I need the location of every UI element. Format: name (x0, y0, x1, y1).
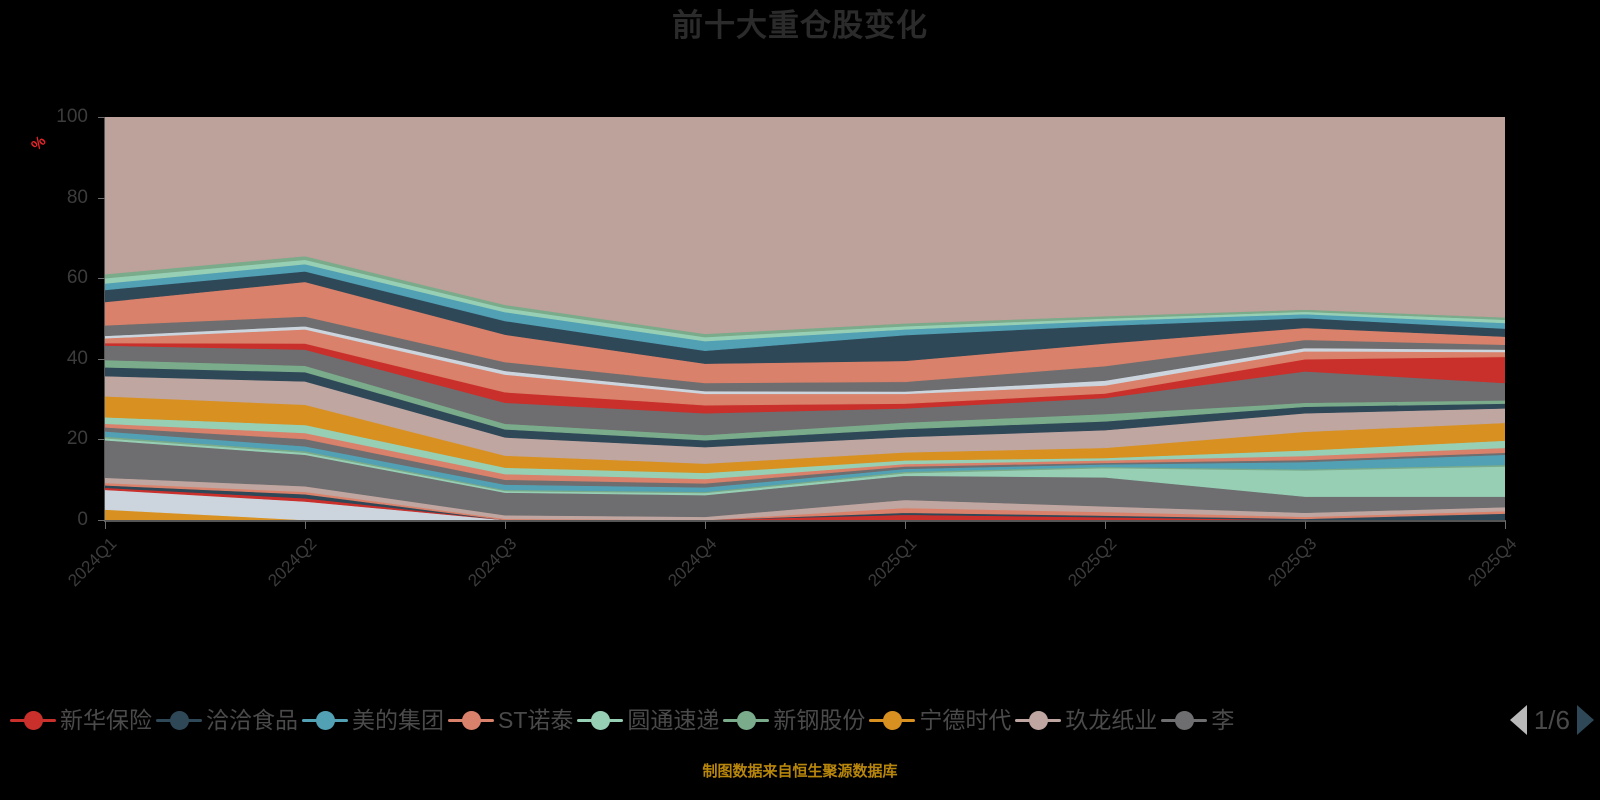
legend-page-indicator: 1/6 (1533, 705, 1570, 735)
area-series (105, 487, 1505, 520)
y-tick-label: 60 (66, 267, 88, 289)
area-series-group (105, 117, 1505, 520)
legend-marker-icon (156, 707, 202, 733)
y-tick-label: 100 (56, 106, 88, 127)
y-tick-mark (98, 197, 105, 199)
y-tick-mark (98, 520, 105, 521)
legend-marker-icon (302, 707, 348, 733)
legend-marker-dot (737, 711, 757, 730)
legend-item[interactable]: ST诺泰 (448, 707, 573, 733)
x-tick-label: 2025Q1 (864, 534, 921, 591)
x-tick-label: 2024Q1 (64, 534, 121, 591)
legend-item-label: 洽洽食品 (206, 707, 298, 733)
x-tick-mark (105, 521, 106, 529)
legend-item[interactable]: 新华保险 (10, 707, 152, 733)
legend-marker-dot (316, 711, 335, 730)
data-source-note: 制图数据来自恒生聚源数据库 (702, 763, 898, 780)
legend-marker-icon (869, 707, 916, 733)
x-tick-mark (1105, 521, 1106, 529)
x-axis-line (104, 520, 1506, 522)
area-series (105, 509, 1505, 520)
x-tick-label: 2025Q4 (1464, 534, 1521, 591)
legend-item-label: 李 (1211, 707, 1235, 733)
legend-marker-icon (448, 707, 494, 733)
legend-marker-dot (170, 711, 189, 730)
legend-marker-icon (577, 707, 624, 733)
chart-legend[interactable]: 新华保险 洽洽食品 美的集团 ST诺泰 圆通速递 新钢股份 宁德时代 玖龙纸业 李 (0, 695, 1600, 745)
area-series (105, 117, 1505, 335)
legend-item-label: 新华保险 (60, 707, 152, 733)
x-tick-label: 2025Q2 (1064, 534, 1121, 591)
x-tick-label: 2024Q4 (664, 534, 721, 591)
legend-item[interactable]: 圆通速递 (577, 707, 719, 733)
y-tick-mark (98, 278, 105, 280)
legend-marker-icon (10, 707, 56, 733)
legend-item[interactable]: 李 (1161, 707, 1234, 733)
y-tick-mark (98, 117, 105, 118)
legend-item[interactable]: 新钢股份 (723, 707, 865, 733)
y-tick-label: 40 (66, 347, 88, 369)
legend-item-label: 圆通速递 (627, 707, 720, 733)
legend-item[interactable]: 洽洽食品 (156, 707, 298, 733)
legend-item-label: 美的集团 (352, 707, 444, 733)
y-tick-mark (98, 358, 105, 360)
legend-marker-icon (1161, 707, 1208, 733)
legend-item[interactable]: 美的集团 (302, 707, 444, 733)
legend-pager[interactable]: 1/6 (1509, 700, 1594, 740)
legend-item-label: 宁德时代 (919, 707, 1012, 733)
legend-marker-dot (1029, 711, 1049, 730)
legend-item-label: ST诺泰 (498, 707, 574, 733)
legend-item-label: 玖龙纸业 (1065, 707, 1158, 733)
legend-item[interactable]: 宁德时代 (869, 707, 1011, 733)
y-tick-label: 20 (66, 428, 88, 450)
legend-marker-icon (723, 707, 770, 733)
legend-marker-dot (1175, 711, 1195, 730)
legend-marker-dot (462, 711, 481, 730)
legend-marker-dot (591, 711, 611, 730)
legend-item[interactable]: 玖龙纸业 (1015, 707, 1157, 733)
x-tick-mark (1505, 521, 1506, 529)
legend-marker-dot (24, 711, 43, 730)
legend-marker-dot (883, 711, 903, 730)
x-tick-mark (705, 521, 706, 529)
x-tick-mark (1305, 521, 1306, 529)
page-title: 前十大重仓股变化 (672, 8, 928, 43)
legend-marker-icon (1015, 707, 1062, 733)
x-tick-mark (505, 521, 506, 529)
x-tick-label: 2025Q3 (1264, 534, 1321, 591)
legend-prev-page-icon[interactable] (1509, 705, 1527, 735)
area-series (105, 485, 1505, 520)
x-tick-mark (905, 521, 906, 529)
y-tick-mark (98, 439, 105, 441)
legend-item-label: 新钢股份 (773, 707, 866, 733)
y-axis-unit-label: % (28, 132, 50, 155)
x-tick-mark (305, 521, 306, 529)
stacked-area-plot (105, 117, 1505, 520)
y-tick-label: 80 (66, 186, 88, 208)
legend-next-page-icon[interactable] (1577, 705, 1594, 735)
y-tick-label: 0 (77, 509, 88, 530)
x-tick-label: 2024Q2 (264, 534, 321, 591)
x-tick-label: 2024Q3 (464, 534, 521, 591)
